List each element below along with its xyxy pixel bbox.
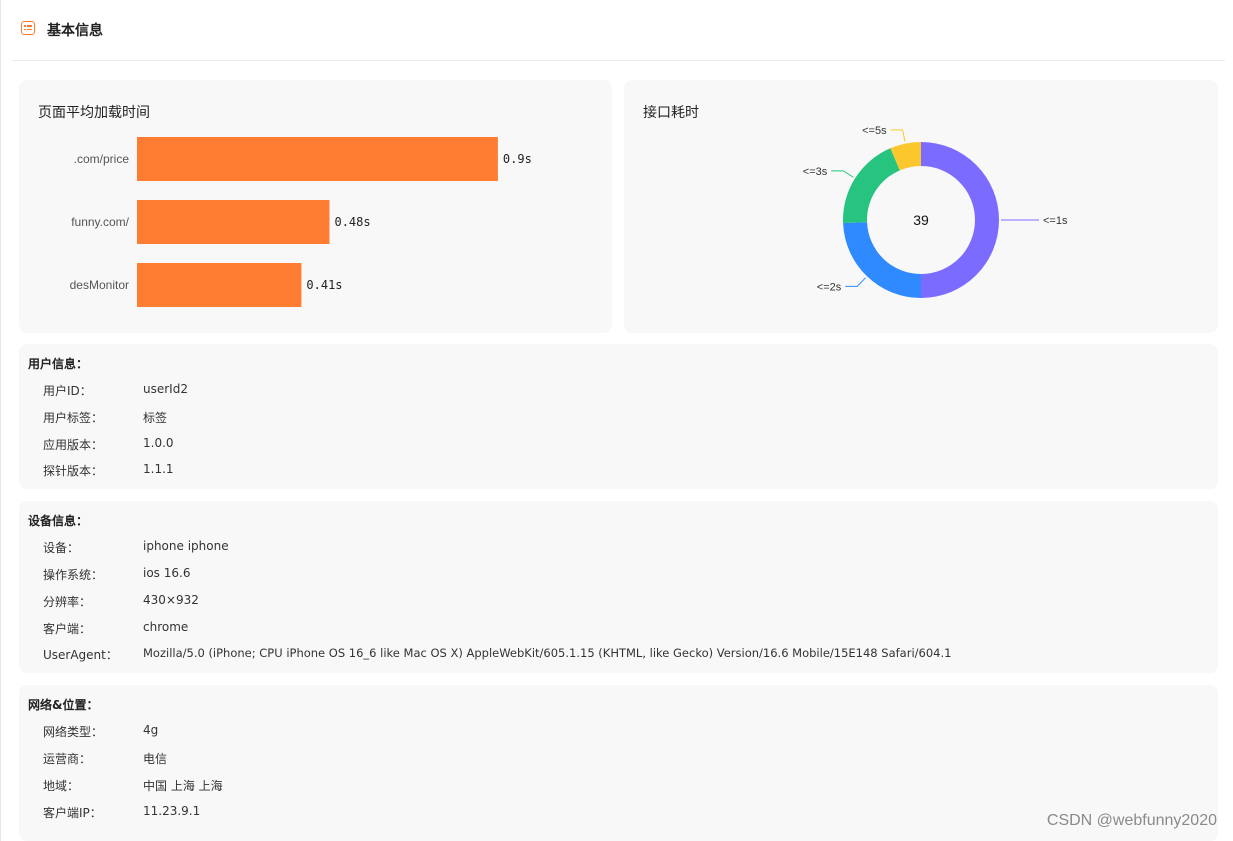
- donut-slice: [890, 142, 921, 171]
- bar: [137, 200, 330, 244]
- load-time-bar-chart: .com/price 0.9s funny.com/0.48s desMonitor 0…: [70, 137, 532, 307]
- info-label: 分辨率：: [43, 595, 92, 609]
- info-value: 1.0.0: [143, 436, 174, 450]
- info-label: UserAgent：: [43, 648, 118, 662]
- info-label: 设备：: [43, 541, 80, 555]
- info-label: 用户ID：: [43, 384, 92, 398]
- bar: [137, 137, 498, 181]
- left-border: [0, 0, 1, 841]
- info-label: 客户端：: [43, 622, 92, 636]
- bar: [137, 263, 302, 307]
- donut-slice-label: <=3s: [803, 166, 828, 178]
- device-info-title: 设备信息：: [28, 514, 89, 528]
- section-title: 基本信息: [47, 23, 103, 39]
- info-label: 操作系统：: [43, 568, 104, 582]
- info-value: 4g: [143, 723, 159, 737]
- network-info-card: 网络&位置： 网络类型： 4g 运营商： 电信 地域： 中国 上海 上海 客户端…: [19, 685, 1218, 841]
- info-value: 430×932: [143, 593, 199, 607]
- device-info-card: 设备信息： 设备： iphone iphone 操作系统： ios 16.6 分…: [19, 501, 1218, 673]
- list-icon: [21, 21, 35, 35]
- donut-center-label: 39: [913, 212, 929, 228]
- bar-value-label: 0.48s: [334, 215, 370, 229]
- info-value: userId2: [143, 382, 188, 396]
- info-value: chrome: [143, 620, 189, 634]
- donut-slice-label: <=1s: [1043, 215, 1068, 227]
- user-info-title: 用户信息：: [28, 357, 89, 371]
- info-label: 网络类型：: [43, 725, 104, 739]
- bar-category-label: funny.com/: [71, 215, 129, 229]
- network-info-title: 网络&位置：: [28, 698, 99, 712]
- user-info-card: 用户信息： 用户ID： userId2 用户标签： 标签 应用版本： 1.0.0…: [19, 344, 1218, 489]
- info-label: 探针版本：: [43, 464, 104, 478]
- donut-leader-line: [831, 170, 854, 178]
- section-header: 基本信息: [12, 0, 1225, 61]
- load-time-title: 页面平均加载时间: [38, 105, 150, 121]
- info-value: 电信: [143, 752, 168, 766]
- info-label: 用户标签：: [43, 411, 104, 425]
- info-label: 客户端IP：: [43, 806, 102, 820]
- info-value: 1.1.1: [143, 462, 174, 476]
- donut-slice-label: <=2s: [817, 281, 842, 293]
- donut-leader-line: [845, 277, 866, 287]
- info-label: 运营商：: [43, 752, 92, 766]
- info-value: iphone iphone: [143, 539, 229, 553]
- api-time-title: 接口耗时: [643, 105, 699, 121]
- info-value: 标签: [143, 411, 168, 425]
- info-label: 地域：: [43, 779, 80, 793]
- user-agent-value: Mozilla/5.0 (iPhone; CPU iPhone OS 16_6 …: [143, 646, 952, 660]
- info-value: 中国 上海 上海: [143, 779, 223, 793]
- bar-category-label: desMonitor: [70, 278, 129, 292]
- bar-value-label: 0.41s: [306, 278, 342, 292]
- donut-leader-line: [890, 129, 906, 142]
- donut-slice-label: <=5s: [862, 125, 887, 137]
- info-label: 应用版本：: [43, 438, 104, 452]
- donut-slice: [921, 142, 999, 298]
- api-time-card: 接口耗时 <=1s <=2s <=3s <=5s 39: [624, 80, 1218, 333]
- info-value: 11.23.9.1: [143, 804, 201, 818]
- info-value: ios 16.6: [143, 566, 191, 580]
- bar-value-label: 0.9s: [503, 152, 532, 166]
- api-time-donut-chart: <=1s <=2s <=3s <=5s 39: [803, 125, 1068, 298]
- load-time-card: 页面平均加载时间 .com/price 0.9s funny.com/0.48s de…: [19, 80, 612, 333]
- bar-category-label: .com/price: [74, 152, 130, 166]
- watermark: CSDN @webfunny2020: [1046, 812, 1217, 829]
- donut-slice: [843, 222, 921, 298]
- donut-slice: [843, 148, 900, 224]
